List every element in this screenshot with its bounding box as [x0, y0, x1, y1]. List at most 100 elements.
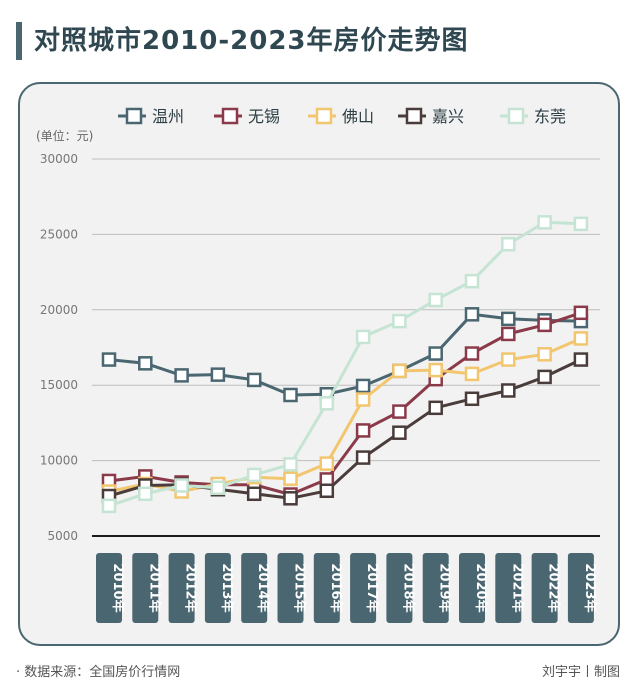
data-point	[355, 423, 371, 438]
x-tick-label: 2012年	[183, 563, 199, 612]
y-axis-unit: (单位：元)	[36, 128, 93, 143]
data-point	[501, 326, 516, 342]
y-tick-label: 20000	[40, 303, 78, 317]
x-tick-box	[241, 553, 268, 623]
data-point	[573, 216, 589, 232]
legend-label: 佛山	[342, 107, 374, 126]
data-point	[138, 356, 153, 371]
data-point	[428, 292, 443, 308]
x-tick-label: 2015年	[292, 563, 308, 612]
data-point	[501, 236, 516, 252]
x-tick-box	[168, 553, 195, 623]
x-tick-box	[132, 553, 159, 623]
legend-label: 东莞	[534, 107, 566, 126]
data-point	[210, 480, 226, 495]
data-point	[428, 362, 443, 378]
data-point	[501, 383, 516, 398]
legend-marker	[221, 107, 239, 125]
x-tick-box	[350, 553, 377, 623]
x-tick-label: 2018年	[400, 563, 416, 612]
x-tick-label: 2023年	[582, 563, 598, 612]
x-tick-label: 2011年	[146, 563, 162, 612]
legend-label: 嘉兴	[432, 107, 464, 126]
data-point	[246, 372, 262, 388]
data-point	[537, 215, 552, 230]
data-point	[464, 366, 480, 382]
x-tick-label: 2022年	[546, 563, 562, 612]
data-point	[355, 378, 371, 394]
data-point	[501, 311, 516, 327]
data-point	[392, 425, 407, 440]
x-tick-box	[495, 553, 522, 623]
data-point	[464, 391, 480, 407]
data-point	[319, 483, 335, 499]
data-point	[174, 478, 189, 493]
legend-label: 温州	[152, 107, 184, 126]
x-tick-label: 2014年	[255, 563, 271, 612]
data-point	[355, 392, 371, 407]
x-tick-box	[204, 553, 231, 623]
chart-credit: 刘宇宇丨制图	[541, 665, 620, 680]
x-tick-label: 2020年	[473, 563, 489, 612]
data-point	[464, 346, 480, 361]
data-point	[537, 369, 552, 385]
data-point	[392, 404, 407, 419]
data-point	[428, 346, 443, 361]
data-point	[501, 352, 516, 367]
legend-marker	[405, 107, 423, 125]
data-point	[573, 331, 589, 346]
data-point	[283, 387, 298, 403]
x-tick-box	[313, 553, 340, 623]
data-point	[101, 498, 117, 514]
data-point	[537, 347, 552, 362]
x-tick-label: 2010年	[110, 563, 126, 612]
x-tick-box	[386, 553, 413, 623]
data-point	[392, 363, 407, 379]
data-point	[355, 329, 371, 345]
title-accent-bar	[16, 22, 22, 60]
x-tick-label: 2013年	[219, 563, 235, 612]
x-tick-box	[96, 553, 122, 623]
y-tick-label: 15000	[40, 378, 78, 392]
data-point	[246, 486, 262, 502]
data-point	[283, 491, 298, 506]
legend-marker	[125, 107, 143, 125]
data-point	[392, 313, 407, 329]
data-point	[174, 368, 189, 383]
chart-card	[18, 82, 620, 646]
data-source: · 数据来源：全国房价行情网	[16, 665, 181, 680]
legend-marker	[507, 107, 525, 125]
data-point	[464, 273, 480, 289]
page-title: 对照城市2010-2023年房价走势图	[34, 26, 469, 56]
data-point	[355, 450, 371, 465]
y-tick-label: 5000	[47, 529, 78, 543]
y-tick-label: 10000	[40, 454, 78, 468]
data-point	[138, 486, 153, 502]
x-tick-box	[531, 553, 558, 623]
data-point	[246, 467, 262, 483]
data-point	[464, 307, 480, 322]
data-point	[101, 352, 117, 367]
x-tick-label: 2016年	[328, 563, 344, 612]
x-tick-label: 2017年	[364, 563, 380, 612]
data-point	[319, 456, 335, 471]
y-tick-label: 30000	[40, 152, 78, 166]
data-point	[319, 396, 335, 411]
x-tick-box	[567, 553, 594, 623]
x-tick-label: 2019年	[437, 563, 453, 612]
data-point	[573, 352, 589, 367]
x-tick-box	[459, 553, 485, 623]
data-point	[537, 317, 552, 333]
data-point	[283, 471, 298, 486]
y-tick-label: 25000	[40, 227, 78, 241]
x-tick-box	[277, 553, 304, 623]
data-point	[428, 400, 443, 416]
legend-marker	[315, 107, 333, 125]
data-point	[283, 457, 298, 472]
data-point	[573, 305, 589, 321]
legend-label: 无锡	[248, 107, 280, 126]
x-tick-label: 2021年	[509, 563, 525, 612]
x-tick-box	[422, 553, 449, 623]
data-point	[210, 367, 226, 382]
